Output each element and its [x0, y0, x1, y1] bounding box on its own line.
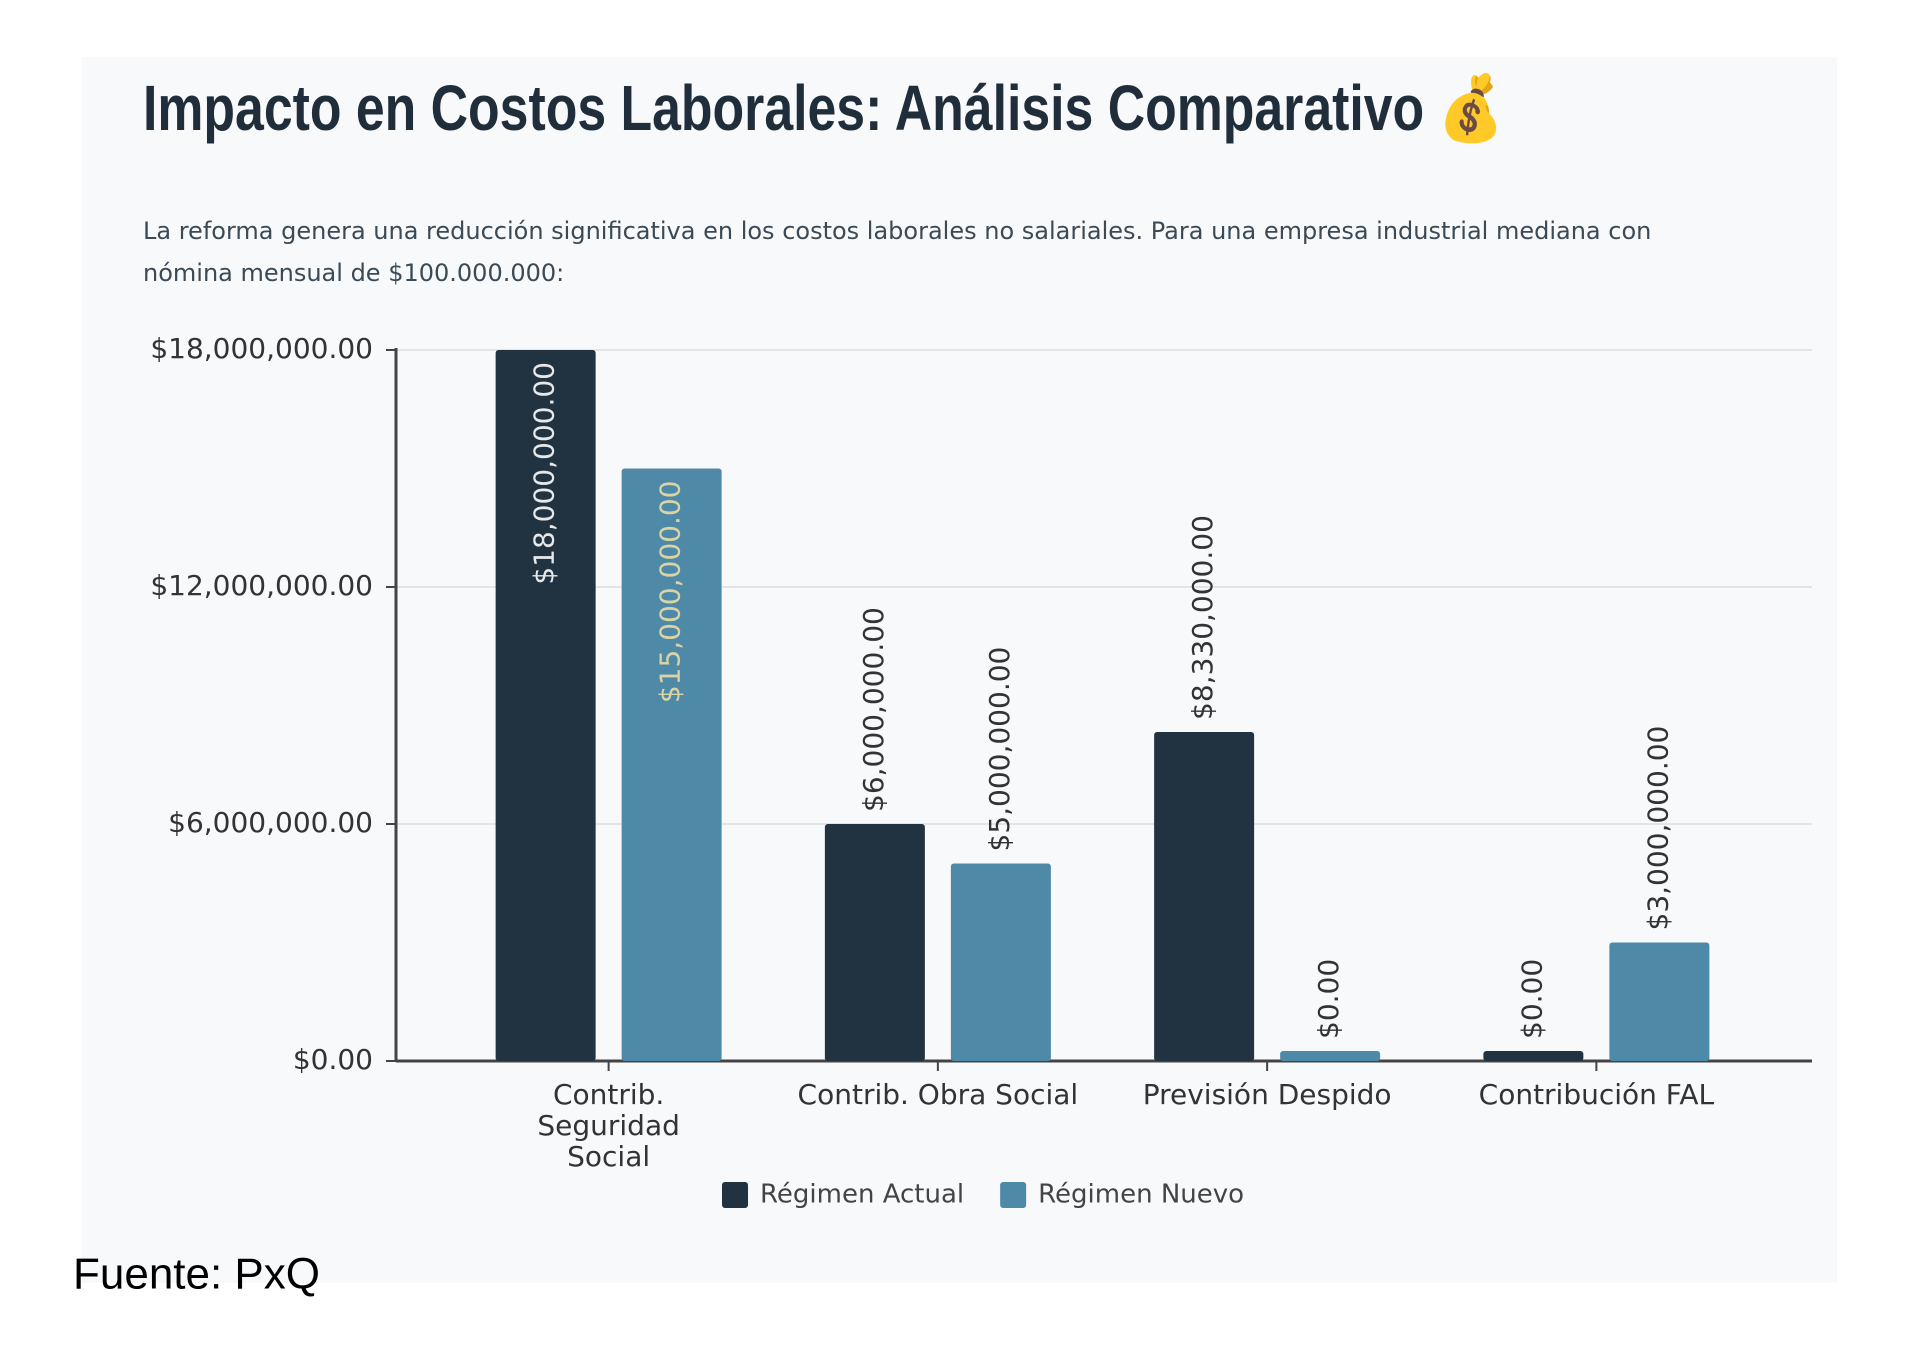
value-label: $0.00	[1312, 959, 1345, 1039]
bar	[1609, 942, 1710, 1061]
legend-label: Régimen Nuevo	[1038, 1180, 1244, 1210]
card	[82, 57, 1837, 1283]
bar	[950, 863, 1051, 1061]
legend-swatch	[1000, 1182, 1027, 1208]
bar	[1154, 731, 1255, 1061]
value-label: $6,000,000.00	[857, 607, 890, 812]
legend-label: Régimen Actual	[760, 1180, 964, 1210]
x-tick-label: Contrib.	[553, 1078, 664, 1111]
x-tick-label: Seguridad	[537, 1109, 680, 1142]
y-tick-label: $0.00	[293, 1043, 373, 1076]
x-tick-label: Social	[567, 1140, 650, 1173]
source-note: Fuente: PxQ	[73, 1250, 320, 1299]
y-tick-label: $18,000,000.00	[150, 332, 373, 365]
value-label: $15,000,000.00	[654, 481, 687, 704]
value-label: $3,000,000.00	[1641, 726, 1674, 931]
value-label: $18,000,000.00	[528, 362, 561, 585]
bar	[824, 824, 925, 1061]
chart-title: Impacto en Costos Laborales: Análisis Co…	[143, 72, 1503, 146]
y-tick-label: $6,000,000.00	[168, 806, 373, 839]
bar	[1483, 1051, 1584, 1061]
bar	[621, 468, 722, 1061]
bar	[495, 350, 596, 1061]
y-tick-label: $12,000,000.00	[150, 569, 373, 602]
value-label: $0.00	[1515, 959, 1548, 1039]
legend-swatch	[722, 1182, 748, 1208]
x-tick-label: Previsión Despido	[1143, 1078, 1392, 1111]
value-label: $8,330,000.00	[1186, 515, 1219, 720]
x-tick-label: Contribución FAL	[1479, 1078, 1715, 1111]
chart-subtitle: La reforma genera una reducción signific…	[143, 217, 1652, 287]
value-label: $5,000,000.00	[983, 647, 1016, 852]
bar	[1280, 1051, 1381, 1061]
subtitle-box: La reforma genera una reducción signific…	[143, 217, 1652, 287]
x-tick-label: Contrib. Obra Social	[798, 1078, 1079, 1111]
